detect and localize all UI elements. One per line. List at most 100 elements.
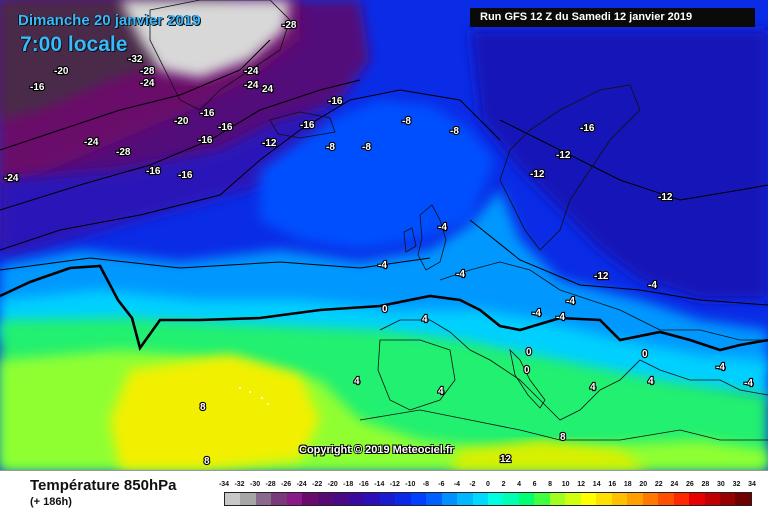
isotherm-value-label: -28 xyxy=(140,66,155,77)
color-scale-swatch xyxy=(348,493,365,505)
isotherm-value-label: -12 xyxy=(530,169,545,180)
cold-region-blue-band xyxy=(0,110,340,260)
color-scale-tick-label: 2 xyxy=(501,481,506,488)
color-scale-tick-label: 30 xyxy=(717,481,725,488)
color-scale-tick-label: -26 xyxy=(281,481,292,488)
map-variable-title: Température 850hPa xyxy=(30,477,177,494)
isotherm-value-label: -4 xyxy=(716,362,725,373)
color-scale-swatch xyxy=(379,493,396,505)
isotherm-value-label: -16 xyxy=(200,108,215,119)
isotherm-value-label: 4 xyxy=(590,382,596,393)
isotherm-line xyxy=(0,39,271,151)
isotherm-value-label: -28 xyxy=(116,147,131,158)
color-scale-swatch xyxy=(286,493,303,505)
coastline-italy xyxy=(509,348,546,409)
color-scale-swatch xyxy=(225,493,241,505)
isotherm-value-label: -16 xyxy=(218,122,233,133)
forecast-lead-time: (+ 186h) xyxy=(30,496,72,508)
color-scale-tick-label: -8 xyxy=(422,481,429,488)
color-scale-tick-label: 8 xyxy=(548,481,553,488)
color-scale-tick-label: 22 xyxy=(654,481,663,488)
coastline-british-isles xyxy=(403,204,447,271)
isotherm-value-label: -12 xyxy=(556,150,571,161)
highlight-dot xyxy=(267,403,269,405)
isotherm-value-label: -12 xyxy=(262,138,277,149)
color-scale-swatch xyxy=(410,493,427,505)
isotherm-value-label: 4 xyxy=(438,386,444,397)
highlight-dot xyxy=(249,391,251,393)
coastline-iberia xyxy=(377,339,456,411)
color-scale-swatch xyxy=(565,493,581,505)
isotherm-value-label: 8 xyxy=(204,456,210,467)
isotherm-value-label: -32 xyxy=(128,54,143,65)
color-scale-tick-label: -14 xyxy=(374,481,385,488)
color-scale-swatch xyxy=(658,493,674,505)
isotherm-value-label: -4 xyxy=(648,280,657,291)
color-scale-tick-label: 24 xyxy=(670,481,679,488)
isotherm-value-label: -4 xyxy=(566,296,575,307)
color-scale-swatch xyxy=(549,493,566,505)
isotherm-value-label: -8 xyxy=(362,142,371,153)
footer-bar: Température 850hPa (+ 186h) -34 -32 -30 -28… xyxy=(0,470,768,512)
isotherm-value-label: -20 xyxy=(54,66,69,77)
isotherm-value-label: -12 xyxy=(594,271,609,282)
color-scale-swatch xyxy=(426,493,442,505)
color-scale-swatch xyxy=(534,493,550,505)
isotherm-value-label: -24 xyxy=(140,78,155,89)
color-scale-tick-label: -30 xyxy=(249,481,261,488)
isotherm-value-label: -12 xyxy=(658,192,673,203)
isotherm-value-label: 8 xyxy=(560,432,566,443)
forecast-time: 7:00 locale xyxy=(20,33,128,56)
color-scale-tick-label: -10 xyxy=(405,481,416,488)
isotherm-value-label: -16 xyxy=(198,135,213,146)
color-scale-swatch xyxy=(395,493,411,505)
isotherm-value-label: 0 xyxy=(642,349,648,360)
color-scale-tick-label: -6 xyxy=(438,481,445,488)
color-scale-swatch xyxy=(689,493,705,505)
isotherm-line xyxy=(0,89,501,251)
isotherm-value-label: -24 xyxy=(84,137,99,148)
color-scale-legend: -34 -32 -30 -28 -26 -24 -22 -20 -18 -16 -14 -12 -10-… xyxy=(219,481,756,506)
isotherm-value-label: -16 xyxy=(178,170,193,181)
color-scale-tick-label: 26 xyxy=(685,481,694,488)
cold-region-northeast xyxy=(470,30,768,300)
color-scale-tick-label: 34 xyxy=(748,481,756,488)
coastline-iceland xyxy=(269,111,336,139)
isotherm-value-label: -16 xyxy=(30,82,45,93)
color-scale-swatch xyxy=(720,493,736,505)
color-scale-swatch xyxy=(642,493,659,505)
color-scale-tick-label: 28 xyxy=(701,481,710,488)
model-run-label: Run GFS 12 Z du Samedi 12 janvier 2019 xyxy=(470,8,755,27)
color-scale-tick-label: -18 xyxy=(343,481,354,488)
color-scale-swatch xyxy=(364,493,380,505)
warm-yellow-east xyxy=(450,440,650,470)
color-scale-swatch xyxy=(255,493,272,505)
color-scale-swatch xyxy=(472,493,488,505)
copyright-notice: Copyright © 2019 Meteociel.fr xyxy=(299,444,454,456)
color-scale-swatch xyxy=(441,493,458,505)
cold-region-greenland-white xyxy=(120,0,290,78)
isotherm-value-label: 0 xyxy=(526,347,532,358)
color-scale-tick-label: -16 xyxy=(358,481,369,488)
isotherm-value-label: -16 xyxy=(580,123,595,134)
color-scale-tick-label: 10 xyxy=(561,481,570,488)
isotherm-value-label: -4 xyxy=(438,222,447,233)
isotherm-line xyxy=(0,79,361,211)
isotherm-value-label: -8 xyxy=(402,116,411,127)
warm-yellow-region xyxy=(110,355,320,470)
isotherm-value-label: -4 xyxy=(456,269,465,280)
color-scale-swatch xyxy=(627,493,643,505)
isotherm-value-label: -4 xyxy=(744,378,753,389)
color-scale-swatch xyxy=(596,493,612,505)
temperature-map: -32-28-28-24-20-16-24-24 24-16-20-16-16 -1… xyxy=(0,0,768,470)
color-scale-bar xyxy=(224,492,752,506)
isotherm-value-label: 4 xyxy=(354,376,360,387)
isotherm-line xyxy=(499,119,768,201)
isotherm-value-label: -28 xyxy=(282,20,297,31)
color-scale-swatch xyxy=(317,493,334,505)
isotherm-value-label: -8 xyxy=(450,126,459,137)
color-scale-swatch xyxy=(457,493,473,505)
color-scale-tick-label: 18 xyxy=(623,481,632,488)
isotherm-value-label: 4 xyxy=(648,376,654,387)
